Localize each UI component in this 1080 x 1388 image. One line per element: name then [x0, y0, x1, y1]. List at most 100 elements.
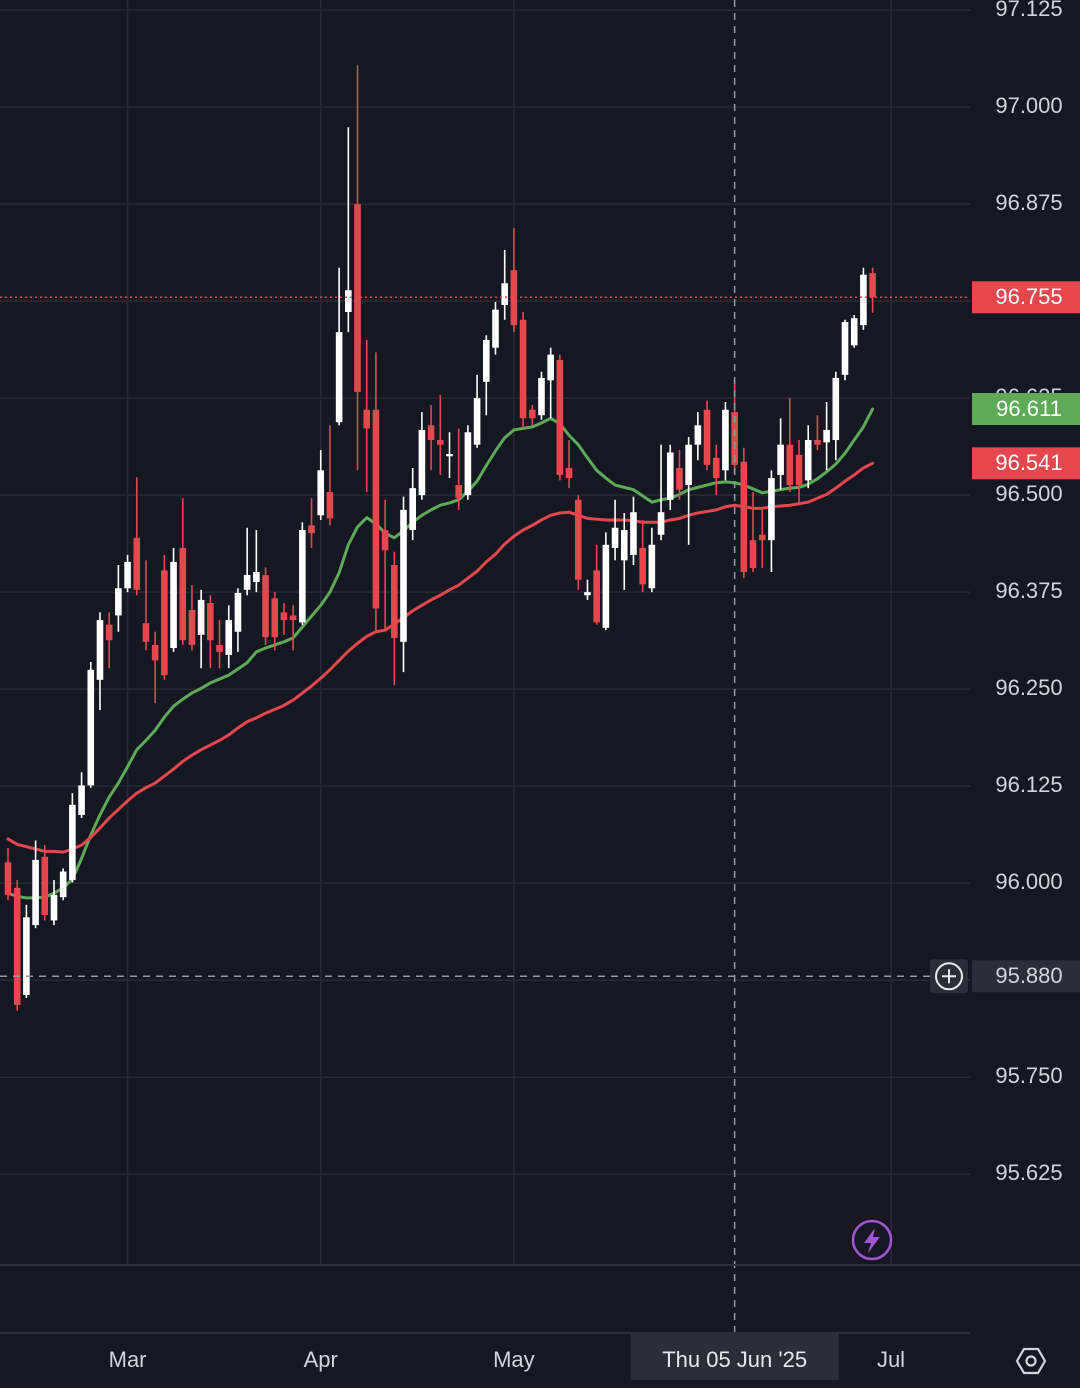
- y-tick-label: 96.875: [995, 190, 1062, 215]
- candle-body: [271, 598, 279, 638]
- candle-body: [519, 319, 527, 419]
- x-tick-label: Jul: [877, 1347, 905, 1372]
- moving-average-price-label: 96.541: [995, 450, 1062, 475]
- candle-body: [648, 544, 656, 589]
- candle-body: [777, 444, 784, 475]
- candle-body: [860, 274, 867, 326]
- candle-body: [299, 530, 306, 623]
- candle-body: [50, 894, 58, 921]
- candle-body: [722, 409, 729, 471]
- lightning-icon: [864, 1228, 880, 1253]
- candle-body: [179, 547, 187, 641]
- candle-body: [400, 509, 407, 642]
- candle-body: [207, 603, 214, 641]
- candle-body: [105, 624, 113, 641]
- candle-body: [749, 540, 757, 569]
- candle-body: [225, 620, 233, 656]
- candle-body: [13, 887, 21, 1006]
- candle-body: [133, 537, 141, 590]
- candle-body: [869, 273, 876, 298]
- crosshair-price-label-box: [972, 960, 1080, 993]
- candle-body: [832, 377, 840, 441]
- crosshair-date-label: Thu 05 Jun '25: [662, 1347, 807, 1372]
- candle-body: [335, 332, 343, 423]
- candle-body: [611, 527, 619, 548]
- crosshair-date-box: [630, 1334, 839, 1380]
- candle-body: [639, 547, 646, 585]
- candle-body: [32, 859, 39, 926]
- candle-body: [142, 623, 150, 642]
- candle-body: [584, 592, 591, 596]
- candle-body: [115, 588, 122, 616]
- candle-body: [473, 398, 481, 445]
- candle-body: [501, 283, 508, 305]
- candle-body: [556, 360, 564, 475]
- candle-body: [666, 452, 674, 500]
- candle-body: [317, 470, 325, 516]
- candle-body: [464, 432, 472, 496]
- moving-average-price-label-box: [972, 392, 1080, 425]
- crosshair-price-label: 95.880: [995, 963, 1062, 988]
- candle-body: [289, 615, 297, 621]
- last-price-label: 96.755: [995, 284, 1062, 309]
- candle-body: [703, 409, 711, 465]
- candle-body: [768, 478, 775, 541]
- candle-body: [446, 454, 453, 457]
- settings-dot: [1025, 1355, 1037, 1367]
- moving-average-price-label-box: [972, 447, 1080, 480]
- candle-body: [620, 530, 628, 561]
- y-tick-label: 97.125: [995, 0, 1062, 21]
- y-tick-label: 96.500: [995, 481, 1062, 506]
- last-price-label-box: [972, 281, 1080, 314]
- candle-body: [280, 612, 288, 621]
- settings-button[interactable]: [1015, 1347, 1047, 1375]
- candle-body: [455, 485, 462, 499]
- candle-body: [188, 609, 196, 645]
- candle-layer: [4, 65, 876, 1011]
- candle-body: [850, 318, 858, 346]
- candle-body: [841, 322, 849, 375]
- candle-body: [538, 377, 545, 416]
- moving-average-price-label: 96.611: [996, 396, 1062, 421]
- candle-body: [685, 444, 692, 486]
- candle-body: [308, 525, 315, 534]
- y-tick-label: 96.250: [995, 675, 1062, 700]
- moving-average-line: [6, 461, 875, 854]
- candle-body: [69, 804, 76, 881]
- lightning-button[interactable]: [851, 1219, 893, 1261]
- candle-body: [216, 644, 223, 652]
- candle-body: [78, 785, 85, 815]
- x-tick-label: May: [493, 1347, 535, 1372]
- candle-body: [124, 561, 131, 589]
- candle-body: [23, 917, 30, 995]
- y-tick-label: 95.750: [995, 1063, 1062, 1088]
- candle-body: [253, 571, 260, 583]
- candle-body: [409, 488, 417, 531]
- moving-average-layer: [6, 407, 875, 900]
- candle-body: [345, 290, 352, 312]
- y-tick-label: 95.625: [995, 1160, 1062, 1185]
- lightning-circle: [851, 1219, 893, 1261]
- candle-body: [354, 204, 361, 392]
- candle-body: [814, 440, 821, 445]
- y-tick-label: 96.375: [995, 578, 1062, 603]
- candle-body: [437, 440, 444, 445]
- candle-body: [161, 570, 168, 676]
- y-tick-label: 97.000: [995, 93, 1062, 118]
- candle-body: [804, 440, 812, 481]
- add-alert-plus: [942, 969, 956, 984]
- candle-body: [510, 270, 518, 326]
- y-tick-label: 96.125: [995, 772, 1062, 797]
- candle-body: [492, 309, 499, 348]
- candle-body: [59, 871, 67, 898]
- y-tick-label: 96.000: [995, 869, 1062, 894]
- add-alert-button[interactable]: [930, 959, 968, 994]
- candle-body: [528, 409, 536, 419]
- candle-body: [786, 444, 794, 486]
- x-tick-label: Mar: [109, 1347, 147, 1372]
- moving-average-line: [6, 407, 875, 900]
- candle-body: [482, 339, 490, 382]
